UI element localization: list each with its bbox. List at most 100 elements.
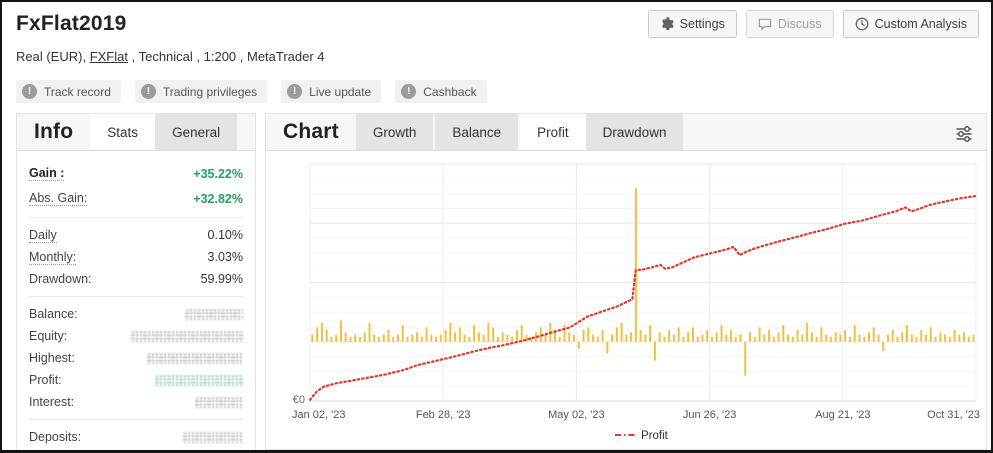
daily-profit-bar [373, 334, 376, 342]
daily-profit-bar [715, 332, 718, 342]
exclamation-icon [22, 84, 37, 99]
sidebar-tab-info[interactable]: Info [34, 120, 74, 143]
daily-profit-bar [458, 327, 461, 342]
x-axis-tick-label: Feb 28, '23 [416, 409, 471, 421]
x-axis-tick-label: Aug 21, '23 [815, 409, 870, 421]
stat-row-deposits: Deposits: [29, 427, 243, 447]
daily-profit-bar [915, 337, 918, 342]
daily-profit-bar [377, 337, 380, 342]
daily-profit-bar [392, 337, 395, 342]
badge-label: Cashback [423, 84, 477, 99]
account-subtitle: Real (EUR), FXFlat , Technical , 1:200 ,… [16, 49, 977, 64]
daily-profit-bar [791, 337, 794, 342]
daily-profit-bar [611, 334, 614, 342]
stat-row-highest: Highest: [29, 348, 243, 368]
daily-profit-bar [853, 325, 856, 342]
badge-track-record[interactable]: Track record [16, 80, 121, 103]
daily-profit-bar [920, 329, 923, 342]
stat-row-abs-gain: Abs. Gain: +32.82% [29, 187, 243, 210]
daily-profit-bar [401, 325, 404, 342]
broker-link[interactable]: FXFlat [89, 49, 128, 64]
chart-tab-profit[interactable]: Profit [520, 114, 586, 150]
daily-profit-bar [473, 325, 476, 342]
daily-profit-bar [615, 327, 618, 342]
stat-row-interest: Interest: [29, 392, 243, 412]
chart-tab-balance[interactable]: Balance [435, 114, 519, 150]
stat-value: +35.22% [193, 166, 243, 181]
badge-label: Track record [44, 84, 111, 99]
divider [29, 217, 243, 218]
discuss-button-label: Discuss [777, 17, 822, 31]
stat-row-equity: Equity: [29, 326, 243, 346]
daily-profit-bar [587, 327, 590, 342]
daily-profit-bar [444, 329, 447, 342]
daily-profit-bar [691, 327, 694, 342]
settings-button[interactable]: Settings [647, 10, 737, 38]
daily-profit-bar [468, 337, 471, 342]
daily-profit-bar [563, 325, 566, 342]
daily-profit-bar [520, 325, 523, 342]
daily-profit-bar [577, 341, 580, 349]
profit-line [308, 194, 978, 401]
stat-label: Daily [29, 227, 57, 243]
daily-profit-bar [806, 322, 809, 342]
daily-profit-bar [482, 334, 485, 342]
daily-profit-bar [796, 329, 799, 342]
daily-profit-bar [668, 329, 671, 342]
daily-profit-bar [416, 332, 419, 342]
masked-value [183, 431, 243, 443]
daily-profit-bar [606, 341, 609, 354]
daily-profit-bar [382, 334, 385, 342]
badge-live-update[interactable]: Live update [281, 80, 382, 103]
speech-bubble-icon [758, 18, 772, 31]
daily-profit-bar [339, 320, 342, 342]
daily-profit-bar [573, 334, 576, 342]
daily-profit-bar [710, 337, 713, 342]
stat-row-monthly: Monthly: 3.03% [29, 247, 243, 267]
stat-label: Monthly: [29, 249, 77, 265]
daily-profit-bar [406, 337, 409, 342]
daily-profit-bar [944, 334, 947, 342]
daily-profit-bar [477, 332, 480, 342]
stat-row-withdrawals: Withdrawals: [29, 449, 243, 450]
daily-profit-bar [311, 334, 314, 342]
profit-chart[interactable]: €0 Jan 02, '23 Feb 28, '23 May 02, '23 Jun 2… [266, 151, 986, 450]
sidebar-tab-stats[interactable]: Stats [90, 114, 156, 150]
custom-analysis-button[interactable]: Custom Analysis [842, 10, 979, 38]
daily-profit-bar [787, 334, 790, 342]
chart-tab-chart[interactable]: Chart [283, 120, 339, 143]
daily-profit-bar [963, 332, 966, 342]
daily-profit-bar [972, 334, 975, 342]
daily-profit-bar [896, 337, 899, 342]
daily-profit-bar [901, 332, 904, 342]
exclamation-icon [140, 84, 156, 99]
daily-profit-bar [439, 334, 442, 342]
chart-tab-growth[interactable]: Growth [355, 114, 434, 150]
masked-value [155, 374, 243, 386]
daily-profit-bar [696, 337, 699, 342]
daily-profit-bar [639, 329, 642, 342]
chart-tab-drawdown[interactable]: Drawdown [585, 114, 684, 150]
badge-trading-privileges[interactable]: Trading privileges [134, 80, 268, 103]
stat-row-drawdown: Drawdown: 59.99% [29, 269, 243, 289]
discuss-button[interactable]: Discuss [745, 10, 834, 38]
daily-profit-bar [515, 329, 518, 342]
daily-profit-bar [825, 334, 828, 342]
stat-label: Interest: [29, 395, 75, 409]
daily-profit-bar [496, 337, 499, 342]
gear-icon [660, 17, 674, 31]
stat-label: Drawdown: [29, 272, 92, 286]
sidebar-tab-general[interactable]: General [155, 114, 238, 150]
daily-profit-bar [777, 332, 780, 342]
daily-profit-bar [687, 332, 690, 342]
daily-profit-bar [492, 327, 495, 342]
sliders-icon[interactable] [952, 122, 976, 151]
daily-profit-bar [844, 329, 847, 342]
stat-row-balance: Balance: [29, 304, 243, 324]
stats-list: Gain : +35.22% Abs. Gain: +32.82% Daily … [17, 151, 255, 450]
daily-profit-bar [758, 327, 761, 342]
daily-profit-bar [625, 334, 628, 342]
badge-cashback[interactable]: Cashback [395, 80, 487, 103]
daily-profit-bar [677, 327, 680, 342]
daily-profit-bar [863, 337, 866, 342]
